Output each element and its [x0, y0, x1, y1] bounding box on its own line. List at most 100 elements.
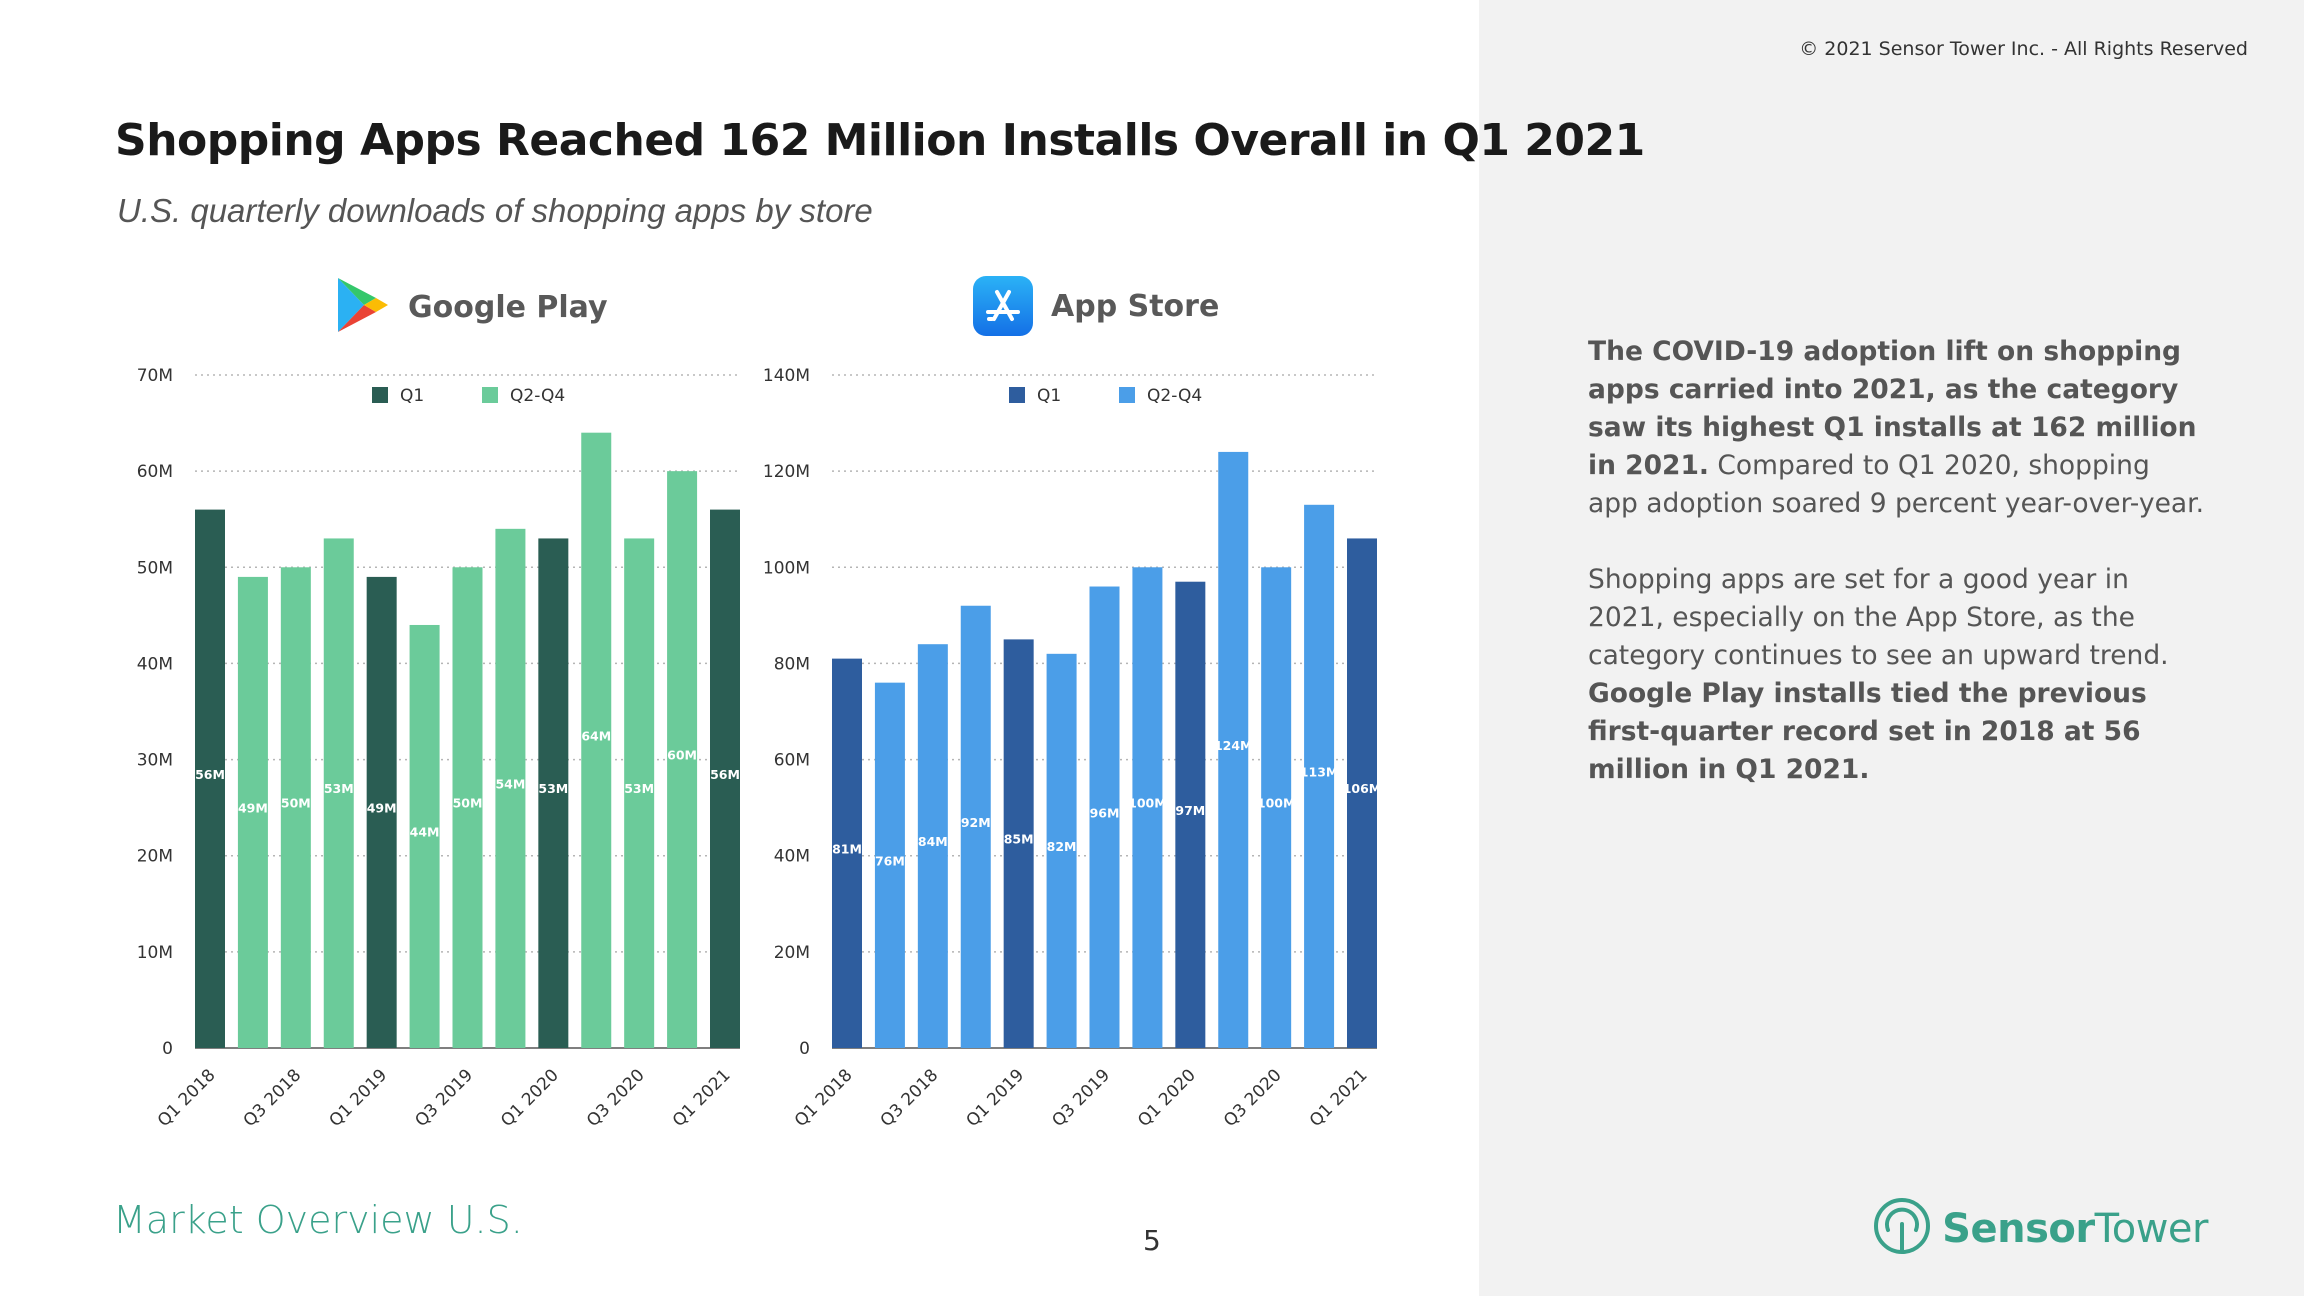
- google-play-bar: [237, 576, 268, 1048]
- section-label: Market Overview U.S.: [113, 1198, 523, 1242]
- page-number: 5: [1143, 1224, 1161, 1257]
- google-play-xtick-label: Q3 2020: [583, 1065, 649, 1131]
- app-store-chart-svg: 0 20M 40M 60M 80M 100M 120M 140M Q1 Q2-Q4 81M Q1 20…: [763, 366, 1382, 1131]
- app-store-ytick-label: 40M: [774, 847, 810, 867]
- app-store-data-label: 96M: [1090, 805, 1120, 820]
- app-store-bar: [1261, 567, 1292, 1048]
- commentary-panel: [1479, 0, 2304, 1296]
- app-store-data-label: 113M: [1300, 764, 1339, 779]
- app-store-legend-swatch: [1009, 387, 1025, 403]
- google-play-xtick-label: Q3 2018: [240, 1065, 306, 1131]
- app-store-xtick-label: Q1 2020: [1134, 1065, 1200, 1131]
- google-play-legend-label: Q2-Q4: [510, 386, 565, 406]
- app-store-xtick-label: Q3 2019: [1048, 1065, 1114, 1131]
- google-play-bar: [366, 576, 397, 1048]
- google-play-chart: 0 10M 20M 30M 40M 50M 60M 70M Q1 Q2-Q4 56M Q1 2018 4…: [100, 350, 760, 1131]
- copyright-text: © 2021 Sensor Tower Inc. - All Rights Re…: [1799, 38, 2248, 60]
- page-title: Shopping Apps Reached 162 Million Instal…: [115, 115, 1645, 166]
- google-play-data-label: 53M: [324, 781, 354, 796]
- app-store-data-label: 106M: [1343, 781, 1382, 796]
- app-store-bar: [917, 644, 948, 1048]
- google-play-bar: [667, 471, 698, 1049]
- commentary-p1-rest: Compared to Q1 2020, shopping app adopti…: [1588, 450, 2204, 519]
- commentary-paragraph-1: The COVID-19 adoption lift on shopping a…: [1588, 333, 2208, 523]
- google-play-ytick-label: 0: [162, 1039, 173, 1059]
- app-store-data-label: 76M: [875, 853, 905, 868]
- google-play-data-label: 56M: [710, 767, 740, 782]
- app-store-legend-swatch: [1119, 387, 1135, 403]
- app-store-data-label: 97M: [1175, 803, 1205, 818]
- app-store-bar: [1089, 586, 1120, 1048]
- app-store-data-label: 124M: [1214, 738, 1253, 753]
- google-play-legend-label: Q1: [400, 386, 424, 406]
- app-store-xtick-label: Q1 2019: [963, 1065, 1029, 1131]
- app-store-ytick-label: 20M: [774, 943, 810, 963]
- app-store-bar: [1046, 653, 1077, 1048]
- app-store-xtick-label: Q3 2018: [877, 1065, 943, 1131]
- google-play-data-label: 49M: [238, 800, 268, 815]
- commentary-p2-start: Shopping apps are set for a good year in…: [1588, 564, 2169, 671]
- google-play-data-label: 53M: [624, 781, 654, 796]
- app-store-legend-label: Q1: [1037, 386, 1061, 406]
- google-play-bar: [195, 509, 225, 1049]
- app-store-data-label: 85M: [1004, 832, 1034, 847]
- google-play-bar: [538, 538, 569, 1048]
- sensor-tower-icon: [1872, 1196, 1932, 1261]
- app-store-bar: [1003, 639, 1034, 1048]
- google-play-xtick-label: Q1 2018: [154, 1065, 220, 1131]
- commentary-p1-bold: The COVID-19 adoption lift on shopping a…: [1588, 336, 2197, 481]
- google-play-ytick-label: 70M: [137, 366, 173, 386]
- google-play-data-label: 44M: [410, 824, 440, 839]
- app-store-bar: [832, 658, 862, 1048]
- google-play-header: Google Play: [334, 276, 608, 339]
- page-subtitle: U.S. quarterly downloads of shopping app…: [117, 192, 873, 229]
- app-store-label: App Store: [1051, 288, 1220, 324]
- app-store-xtick-label: Q1 2021: [1306, 1065, 1372, 1131]
- app-store-data-label: 100M: [1257, 796, 1296, 811]
- google-play-ytick-label: 30M: [137, 751, 173, 771]
- google-play-ytick-label: 10M: [137, 943, 173, 963]
- google-play-bar: [409, 624, 440, 1048]
- google-play-icon: [334, 276, 390, 339]
- sensor-tower-logo: SensorTower: [1872, 1196, 2209, 1261]
- app-store-data-label: 100M: [1128, 796, 1167, 811]
- google-play-data-label: 60M: [667, 748, 697, 763]
- google-play-xtick-label: Q1 2019: [326, 1065, 392, 1131]
- google-play-legend-swatch: [372, 387, 388, 403]
- google-play-bar: [452, 567, 483, 1048]
- google-play-ytick-label: 40M: [137, 654, 173, 674]
- app-store-icon: [973, 276, 1033, 336]
- google-play-label: Google Play: [408, 290, 608, 325]
- google-play-xtick-label: Q1 2020: [497, 1065, 563, 1131]
- app-store-data-label: 92M: [961, 815, 991, 830]
- google-play-bar: [710, 509, 740, 1049]
- google-play-bar: [581, 432, 612, 1048]
- google-play-data-label: 53M: [538, 781, 568, 796]
- google-play-ytick-label: 20M: [137, 847, 173, 867]
- app-store-ytick-label: 140M: [763, 366, 810, 386]
- google-play-data-label: 64M: [581, 728, 611, 743]
- google-play-ytick-label: 60M: [137, 462, 173, 482]
- google-play-legend-swatch: [482, 387, 498, 403]
- google-play-xtick-label: Q1 2021: [669, 1065, 735, 1131]
- app-store-bar: [1218, 451, 1249, 1048]
- app-store-ytick-label: 80M: [774, 654, 810, 674]
- google-play-data-label: 56M: [195, 767, 225, 782]
- app-store-data-label: 81M: [832, 841, 862, 856]
- app-store-ytick-label: 120M: [763, 462, 810, 482]
- google-play-data-label: 50M: [453, 796, 483, 811]
- app-store-bar: [1347, 538, 1377, 1048]
- app-store-bar: [1175, 581, 1206, 1048]
- app-store-chart: 0 20M 40M 60M 80M 100M 120M 140M Q1 Q2-Q4 81M Q1 20…: [737, 350, 1397, 1131]
- google-play-data-label: 49M: [367, 800, 397, 815]
- google-play-bar: [323, 538, 354, 1048]
- app-store-bar: [1132, 567, 1163, 1048]
- commentary-p2-bold: Google Play installs tied the previous f…: [1588, 678, 2147, 785]
- app-store-data-label: 84M: [918, 834, 948, 849]
- app-store-header: App Store: [973, 276, 1219, 336]
- app-store-ytick-label: 0: [799, 1039, 810, 1059]
- google-play-ytick-label: 50M: [137, 558, 173, 578]
- google-play-data-label: 50M: [281, 796, 311, 811]
- google-play-bar: [624, 538, 655, 1048]
- app-store-data-label: 82M: [1047, 839, 1077, 854]
